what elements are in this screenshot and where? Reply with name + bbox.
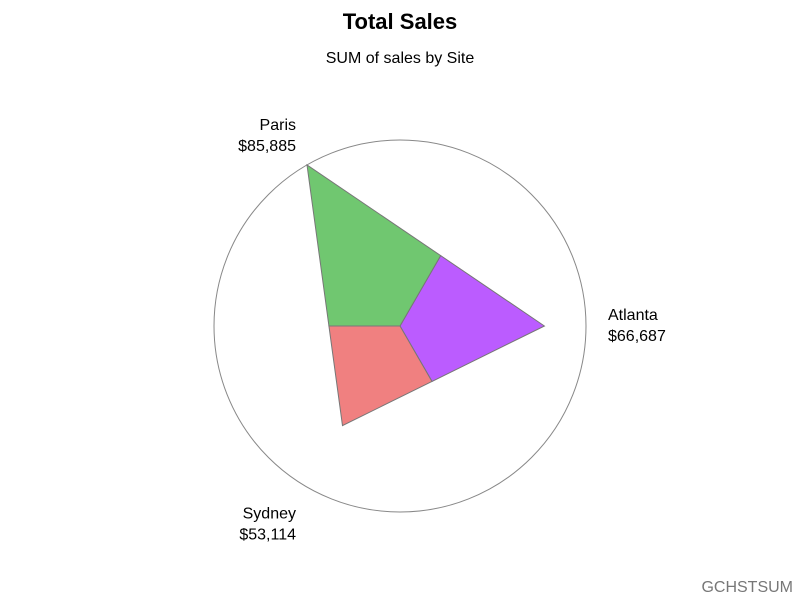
footnote: GCHSTSUM [701, 579, 793, 596]
slice-value-label: $85,885 [238, 138, 296, 155]
slice-label: Sydney [243, 505, 296, 522]
chart-title: Total Sales [343, 9, 458, 34]
slice-value-label: $53,114 [239, 526, 296, 543]
slice-value-label: $66,687 [608, 328, 666, 345]
slice-label: Paris [260, 117, 296, 134]
chart-subtitle: SUM of sales by Site [326, 50, 475, 67]
slice-label: Atlanta [608, 307, 658, 324]
star-slice [328, 325, 433, 427]
outline-circle [213, 139, 587, 513]
